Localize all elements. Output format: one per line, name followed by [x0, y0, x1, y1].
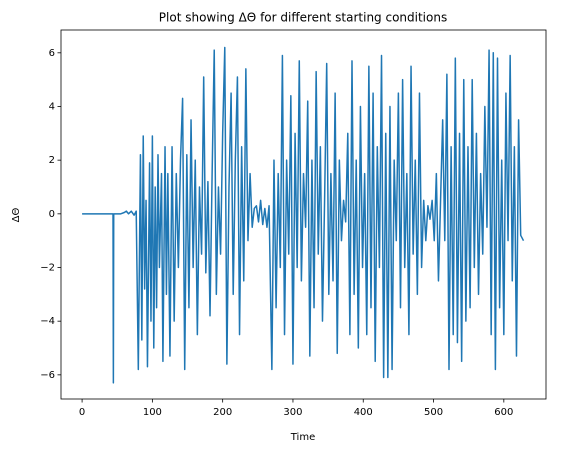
y-tick-label: −4	[40, 316, 55, 327]
x-tick-label: 0	[79, 407, 85, 418]
data-line	[82, 46, 525, 384]
y-tick-label: 6	[49, 48, 55, 59]
chart-title: Plot showing ΔΘ for different starting c…	[159, 11, 447, 25]
x-tick-label: 500	[424, 407, 443, 418]
y-tick-label: −6	[40, 370, 55, 381]
y-tick-label: −2	[40, 263, 55, 274]
axes-frame	[60, 29, 547, 400]
y-axis-label: ΔΘ	[11, 208, 22, 223]
x-tick-label: 200	[213, 407, 232, 418]
x-axis-label: Time	[290, 432, 315, 443]
x-tick-label: 300	[283, 407, 302, 418]
y-tick-label: 4	[49, 101, 55, 112]
x-tick-label: 100	[143, 407, 162, 418]
x-tick-label: 400	[354, 407, 373, 418]
y-tick-label: 2	[49, 155, 55, 166]
y-tick-label: 0	[49, 209, 55, 220]
x-tick-label: 600	[494, 407, 513, 418]
